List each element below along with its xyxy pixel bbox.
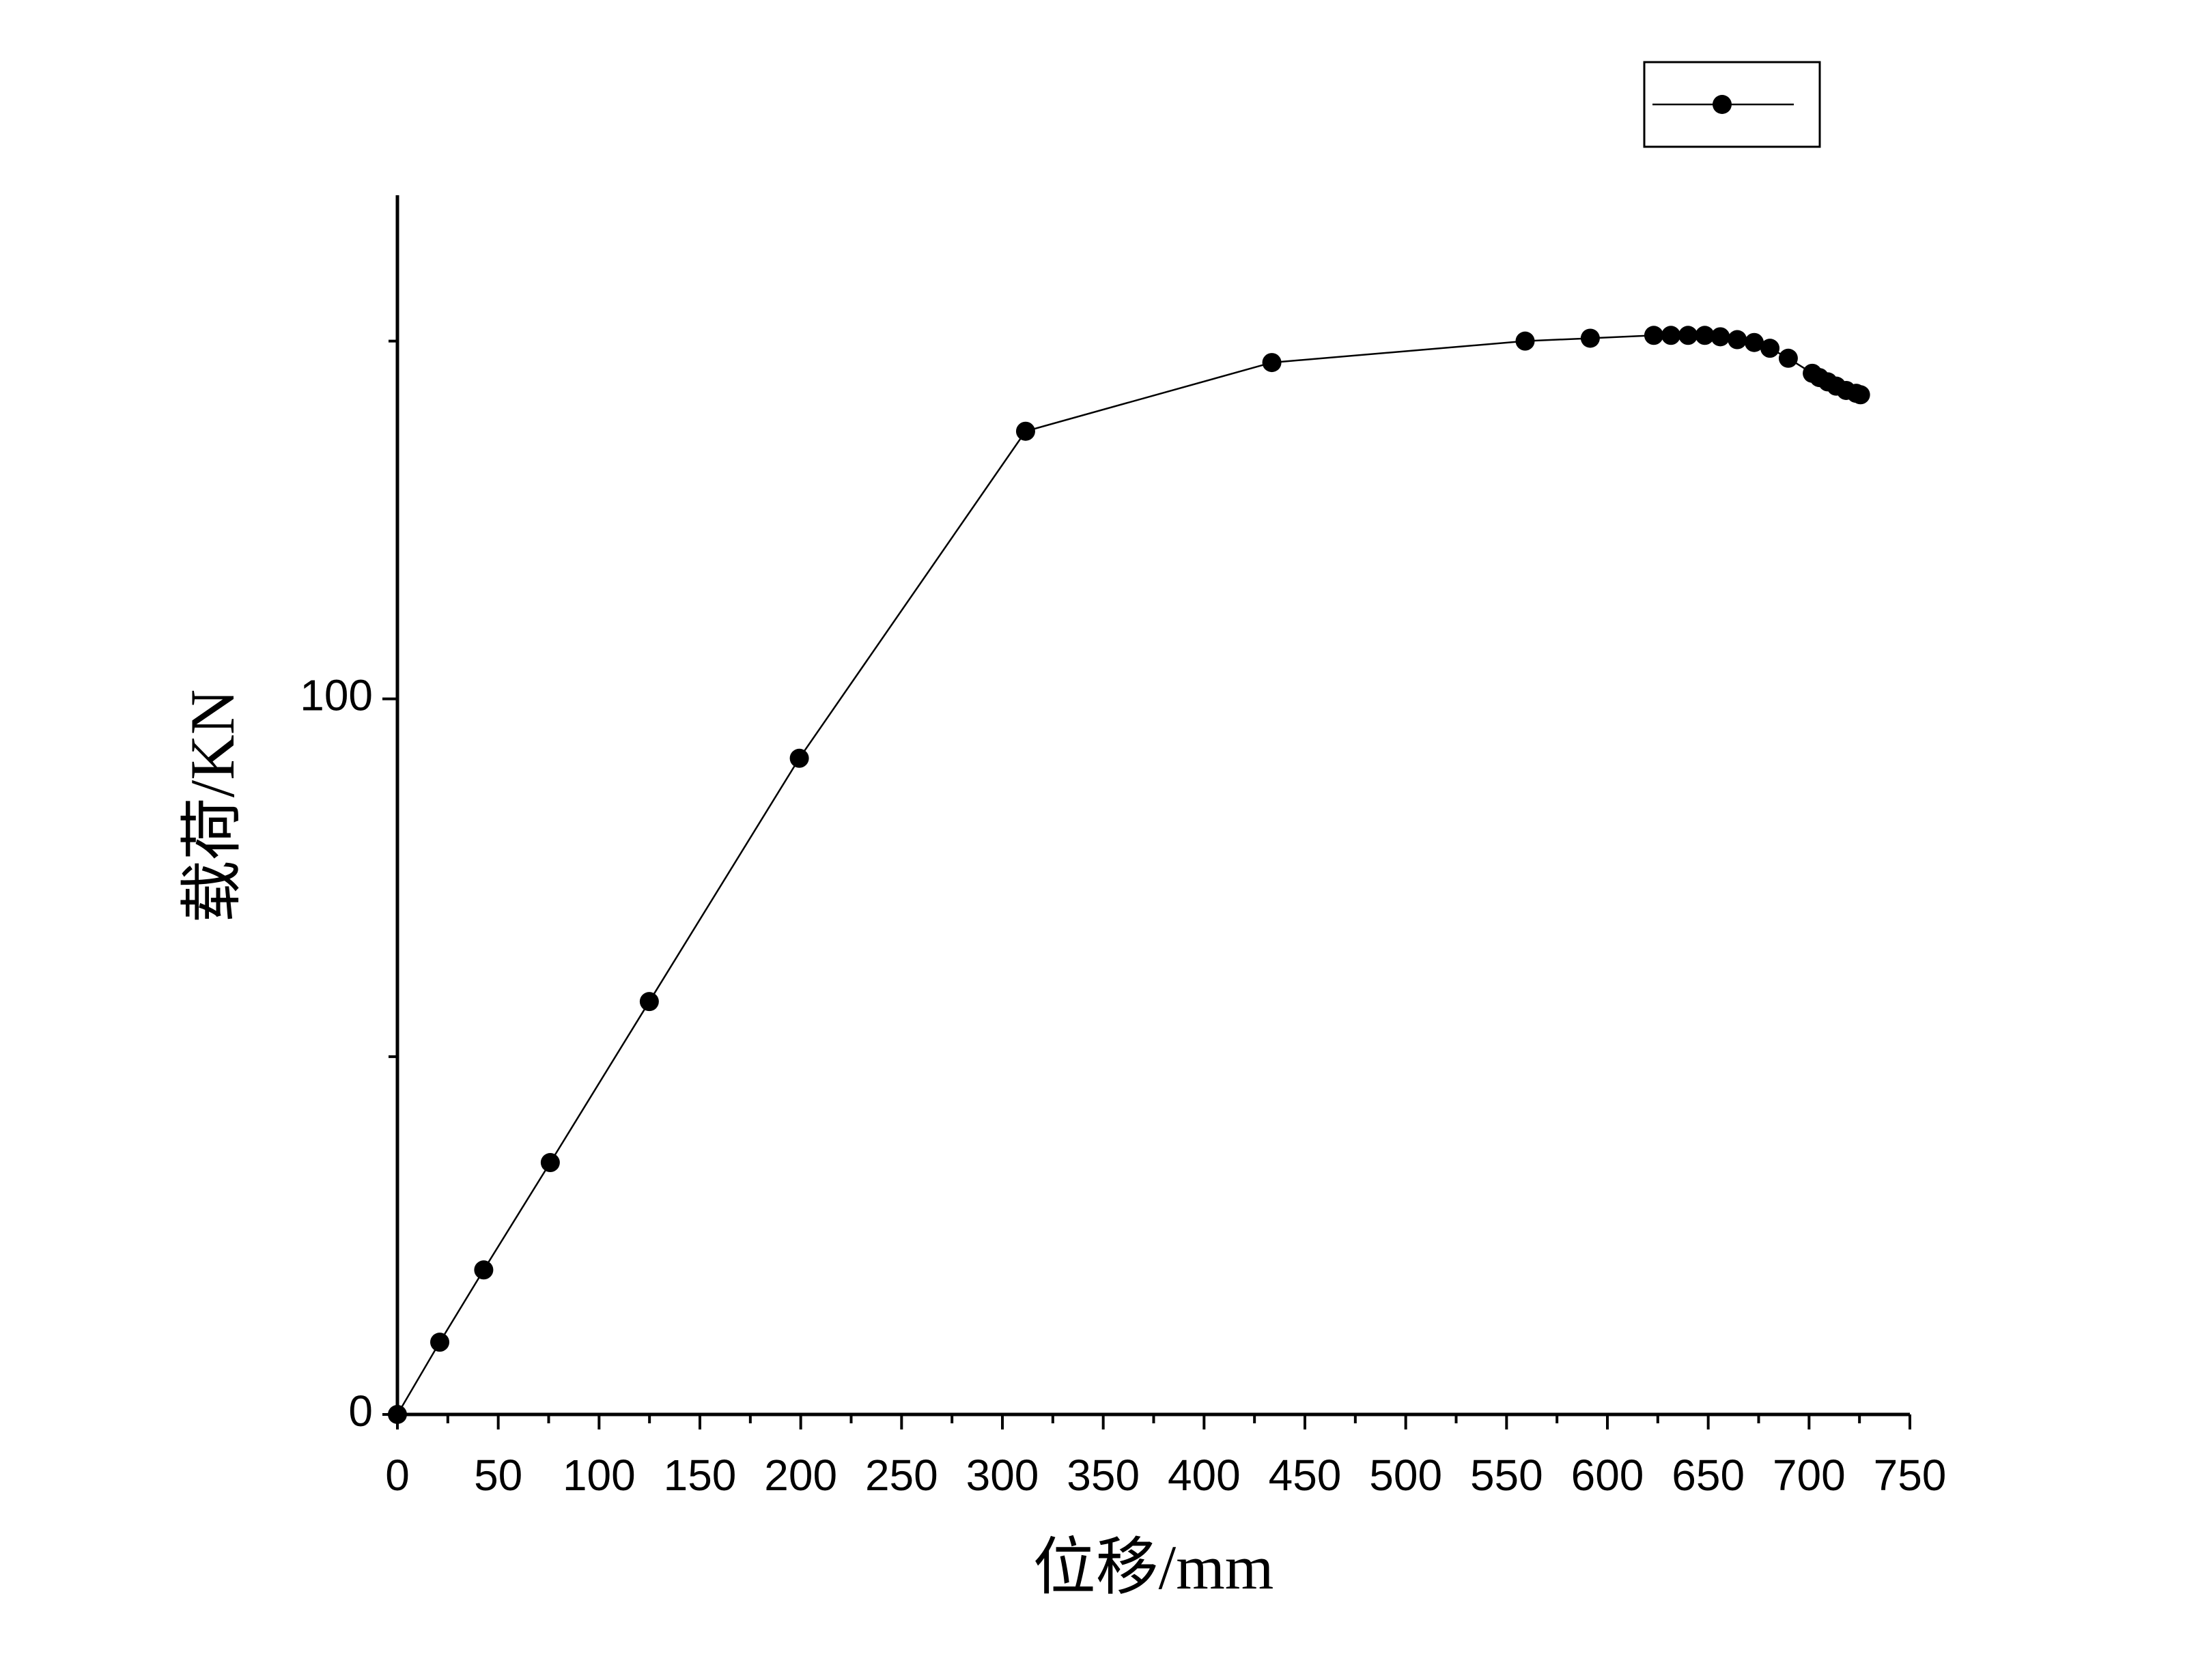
y-tick-label: 0: [348, 1386, 373, 1436]
data-point: [1678, 326, 1698, 345]
data-point: [1778, 348, 1798, 368]
data-point: [1580, 328, 1600, 348]
x-tick-label: 750: [1874, 1451, 1947, 1500]
data-point: [1850, 385, 1870, 405]
data-point: [388, 1405, 407, 1424]
data-line: [396, 334, 1861, 1415]
data-point: [1262, 353, 1282, 373]
data-point: [474, 1260, 494, 1280]
data-point: [1711, 327, 1730, 347]
data-point: [1695, 326, 1715, 345]
x-tick-label: 650: [1672, 1451, 1745, 1500]
data-point: [1728, 330, 1747, 350]
x-tick-label: 100: [563, 1451, 636, 1500]
x-tick-label: 550: [1470, 1451, 1543, 1500]
data-point: [1760, 339, 1780, 358]
x-tick-label: 50: [474, 1451, 522, 1500]
x-tick-label: 600: [1571, 1451, 1644, 1500]
x-tick-label: 250: [865, 1451, 938, 1500]
x-tick-label: 350: [1067, 1451, 1140, 1500]
legend-marker: [1713, 95, 1732, 114]
y-axis-title: 载荷/KN: [178, 689, 247, 923]
x-tick-label: 200: [764, 1451, 837, 1500]
x-tick-label: 300: [966, 1451, 1039, 1500]
data-point: [430, 1333, 450, 1352]
data-point: [1644, 326, 1663, 345]
x-tick-label: 0: [385, 1451, 410, 1500]
data-point: [1661, 326, 1681, 345]
data-point: [639, 992, 659, 1012]
x-tick-label: 500: [1369, 1451, 1442, 1500]
x-tick-label: 450: [1269, 1451, 1342, 1500]
x-tick-label: 150: [664, 1451, 737, 1500]
x-tick-label: 700: [1773, 1451, 1846, 1500]
y-tick-label: 100: [300, 671, 373, 720]
data-point: [1515, 331, 1535, 351]
x-axis-title: 位移/mm: [1033, 1533, 1274, 1602]
data-point: [1745, 332, 1764, 352]
data-point: [540, 1153, 560, 1173]
x-tick-label: 400: [1168, 1451, 1241, 1500]
data-point: [789, 748, 809, 768]
data-point: [1015, 421, 1035, 441]
